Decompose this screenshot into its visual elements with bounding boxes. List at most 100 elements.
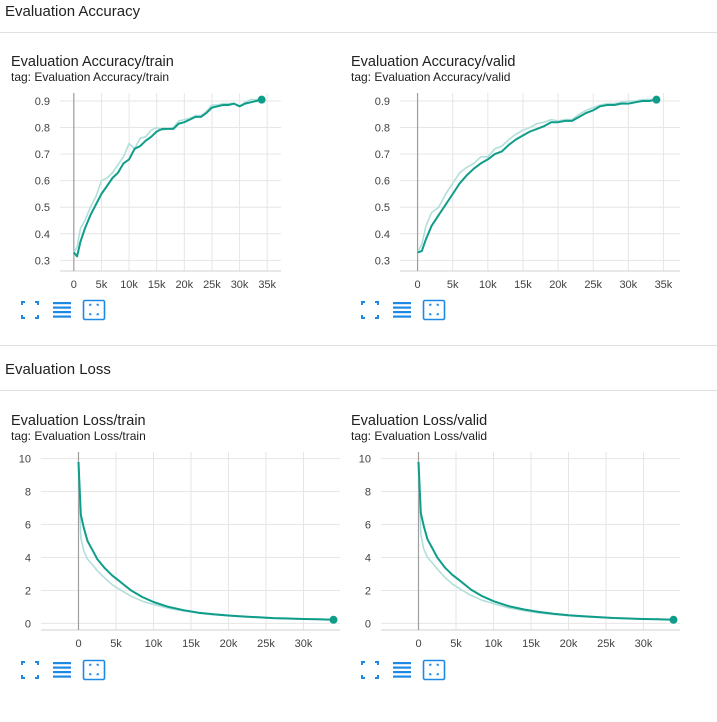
x-tick-label: 10k [479, 279, 497, 291]
y-tick-label: 6 [365, 520, 371, 532]
y-tick-label: 0.5 [35, 202, 50, 214]
series-end-marker [652, 95, 661, 104]
y-tick-label: 0.8 [35, 123, 50, 135]
y-tick-label: 0.8 [375, 123, 390, 135]
x-tick-label: 0 [71, 279, 77, 291]
section-header-loss: Evaluation Loss [0, 358, 717, 391]
toggle-log-scale-button[interactable] [50, 659, 74, 681]
x-tick-label: 20k [220, 638, 238, 650]
fullscreen-button[interactable] [18, 299, 42, 321]
series-line-raw [73, 98, 262, 253]
x-tick-label: 35k [258, 279, 276, 291]
line-chart[interactable]: 0.3 0.4 0.5 0.6 0.7 0.8 0.9 0 5k 10k 15k 20k 25k 30k 3… [340, 33, 680, 298]
x-tick-label: 35k [655, 279, 673, 291]
x-tick-label: 20k [560, 638, 578, 650]
x-tick-label: 25k [257, 638, 275, 650]
x-tick-label: 30k [635, 638, 653, 650]
y-tick-label: 0.4 [375, 229, 390, 241]
toggle-log-scale-button[interactable] [390, 659, 414, 681]
x-tick-label: 5k [450, 638, 462, 650]
fit-domain-icon [82, 299, 106, 321]
series-line-raw [416, 98, 657, 253]
x-tick-label: 20k [175, 279, 193, 291]
y-tick-label: 0.3 [375, 255, 390, 267]
toggle-log-scale-icon [390, 659, 414, 681]
series-line-raw [417, 461, 674, 621]
fullscreen-icon [358, 299, 382, 321]
fit-domain-button[interactable] [422, 659, 446, 681]
chart-title: Evaluation Loss/valid [351, 413, 488, 429]
y-tick-label: 0.7 [35, 149, 50, 161]
line-chart[interactable]: 0 2 4 6 8 10 0 5k 10k 15k 20k 25k 30k [0, 392, 340, 657]
chart-tag: tag: Evaluation Loss/valid [351, 429, 488, 443]
y-tick-label: 2 [365, 585, 371, 597]
line-chart[interactable]: 0.3 0.4 0.5 0.6 0.7 0.8 0.9 0 5k 10k 15k 20k 25k 30k 3… [0, 33, 340, 298]
section-title: Evaluation Accuracy [5, 3, 141, 20]
y-tick-label: 6 [25, 520, 31, 532]
y-tick-label: 2 [25, 585, 31, 597]
x-tick-label: 30k [231, 279, 249, 291]
series-line-smoothed [73, 98, 262, 258]
fit-domain-button[interactable] [422, 299, 446, 321]
fit-domain-button[interactable] [82, 299, 106, 321]
toggle-log-scale-button[interactable] [50, 299, 74, 321]
y-tick-label: 10 [19, 454, 31, 466]
y-tick-label: 0 [25, 618, 31, 630]
x-tick-label: 25k [203, 279, 221, 291]
x-tick-label: 15k [148, 279, 166, 291]
series-line-raw [77, 461, 334, 621]
fit-domain-icon [422, 659, 446, 681]
fit-domain-button[interactable] [82, 659, 106, 681]
y-tick-label: 4 [25, 552, 31, 564]
fit-domain-icon [82, 659, 106, 681]
series-line-smoothed [417, 461, 674, 621]
x-tick-label: 0 [415, 279, 421, 291]
series-line-smoothed [77, 461, 334, 621]
chart-tag: tag: Evaluation Loss/train [11, 429, 146, 443]
y-tick-label: 10 [359, 454, 371, 466]
x-tick-label: 5k [96, 279, 108, 291]
fullscreen-icon [18, 659, 42, 681]
chart-tag: tag: Evaluation Accuracy/train [11, 70, 170, 84]
x-tick-label: 10k [120, 279, 138, 291]
section-divider [0, 345, 717, 346]
fullscreen-button[interactable] [18, 659, 42, 681]
chart-card: Evaluation Accuracy/train tag: Evaluatio… [0, 33, 340, 363]
chart-card: Evaluation Loss/train tag: Evaluation Lo… [0, 392, 340, 722]
x-tick-label: 5k [447, 279, 459, 291]
section-header-accuracy: Evaluation Accuracy [0, 0, 717, 33]
toggle-log-scale-icon [390, 299, 414, 321]
chart-title: Evaluation Accuracy/train [11, 54, 174, 70]
y-tick-label: 0 [365, 618, 371, 630]
x-tick-label: 30k [619, 279, 637, 291]
fullscreen-button[interactable] [358, 299, 382, 321]
y-tick-label: 8 [365, 487, 371, 499]
chart-tag: tag: Evaluation Accuracy/valid [351, 70, 511, 84]
toggle-log-scale-button[interactable] [390, 299, 414, 321]
toggle-log-scale-icon [50, 299, 74, 321]
x-tick-label: 0 [415, 638, 421, 650]
toggle-log-scale-icon [50, 659, 74, 681]
y-tick-label: 4 [365, 552, 371, 564]
chart-card: Evaluation Loss/valid tag: Evaluation Lo… [340, 392, 680, 722]
y-tick-label: 8 [25, 487, 31, 499]
chart-title: Evaluation Accuracy/valid [351, 54, 516, 70]
y-tick-label: 0.5 [375, 202, 390, 214]
line-chart[interactable]: 0 2 4 6 8 10 0 5k 10k 15k 20k 25k 30k [340, 392, 680, 657]
y-tick-label: 0.9 [375, 96, 390, 108]
x-tick-label: 15k [522, 638, 540, 650]
y-tick-label: 0.6 [35, 176, 50, 188]
series-end-marker [669, 615, 678, 624]
fullscreen-button[interactable] [358, 659, 382, 681]
x-tick-label: 25k [584, 279, 602, 291]
series-line-smoothed [417, 98, 657, 254]
fullscreen-icon [358, 659, 382, 681]
x-tick-label: 25k [597, 638, 615, 650]
y-tick-label: 0.4 [35, 229, 50, 241]
series-end-marker [329, 615, 338, 624]
y-tick-label: 0.3 [35, 255, 50, 267]
fullscreen-icon [18, 299, 42, 321]
x-tick-label: 15k [182, 638, 200, 650]
x-tick-label: 20k [549, 279, 567, 291]
y-tick-label: 0.9 [35, 96, 50, 108]
